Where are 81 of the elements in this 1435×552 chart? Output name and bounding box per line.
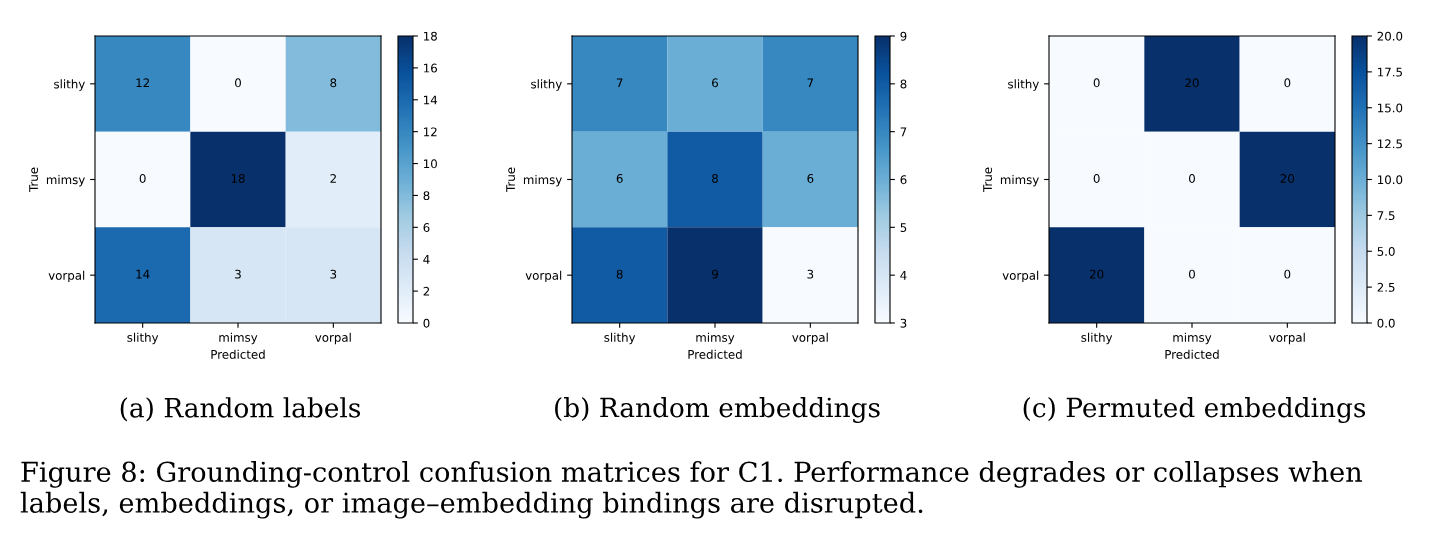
x-tick-label: mimsy [696, 332, 735, 345]
y-tick-label: vorpal [525, 270, 562, 283]
data-label: 9 [711, 269, 718, 279]
x-tick-label: slithy [604, 332, 636, 345]
color-bar-label: 7.5 [1377, 211, 1395, 221]
x-axis-title: Predicted [688, 349, 742, 359]
color-bar-label: 20.0 [1377, 31, 1403, 41]
color-bar-label: 0.0 [1377, 318, 1395, 328]
x-axis-title: Predicted [1165, 349, 1219, 359]
data-label: 6 [616, 174, 623, 183]
caption: Figure 8: Grounding-control confusion matrices for C1. Performance degrades or collapses when labels, embeddings, or image–embedding bindings are disrupted. [20, 461, 1362, 519]
y-tick-label: slithy [531, 79, 562, 91]
color-bar-label: 8 [423, 191, 430, 201]
data-label: 3 [807, 269, 814, 279]
data-label: 3 [330, 269, 337, 279]
y-tick-label: vorpal [1002, 270, 1039, 283]
color-bar-label: 10.0 [1378, 175, 1403, 185]
data-label: 0 [139, 174, 146, 183]
data-label: 6 [712, 78, 719, 88]
color-bar-label: 2.5 [1377, 282, 1395, 292]
color-bar-label: 4 [423, 255, 430, 264]
color-bar-label: 6 [900, 175, 907, 185]
color-bar-label: 5 [900, 223, 907, 232]
y-tick-label: vorpal [48, 270, 85, 283]
y-tick-label: mimsy [1000, 175, 1039, 187]
color-bar-label: 17.5 [1378, 67, 1402, 77]
text: (b) Random embeddings [555, 397, 880, 423]
color-bar-label: 14 [424, 95, 438, 105]
data-label: 2 [330, 174, 336, 183]
y-tick-label: mimsy [523, 175, 562, 187]
y-tick-label: slithy [1008, 79, 1039, 91]
data-label: 8 [712, 174, 718, 183]
color-bar-label: 12.5 [1378, 139, 1402, 149]
y-axis-title: True [29, 167, 39, 193]
data-label: 7 [616, 78, 623, 88]
x-tick-label: vorpal [792, 332, 828, 345]
color-bar-label: 5.0 [1377, 246, 1395, 256]
data-label: 0 [235, 78, 241, 88]
y-tick-label: mimsy [46, 175, 85, 187]
data-label: 8 [330, 78, 337, 88]
color-bar-label: 3 [900, 318, 907, 328]
data-label: 8 [616, 269, 623, 279]
data-label: 18 [231, 174, 245, 183]
data-label: 7 [807, 78, 814, 88]
y-axis-title: True [506, 167, 516, 193]
y-tick-label: slithy [54, 79, 85, 91]
data-label: 0 [1189, 174, 1195, 183]
color-bar-label: 0 [423, 318, 430, 328]
data-label: 20 [1280, 174, 1295, 183]
x-tick-label: mimsy [219, 332, 258, 345]
data-label: 6 [807, 174, 814, 183]
x-tick-label: slithy [1081, 332, 1113, 345]
data-label: 3 [235, 269, 241, 279]
color-bar-label: 15.0 [1378, 103, 1403, 113]
color-bar-label: 9 [900, 31, 907, 41]
text: (c) Permuted embeddings [1023, 397, 1366, 423]
x-tick-label: slithy [127, 332, 159, 345]
color-bar-label: 8 [900, 79, 907, 89]
x-axis-title: Predicted [211, 349, 265, 359]
x-tick-label: vorpal [1269, 332, 1305, 345]
data-label: 0 [1284, 269, 1291, 279]
data-label: 0 [1093, 174, 1100, 183]
data-label: 0 [1093, 78, 1100, 88]
data-label: 0 [1189, 269, 1195, 279]
text: (a) Random labels [120, 397, 361, 422]
color-bar-label: 12 [424, 127, 437, 137]
color-bar-label: 16 [424, 63, 437, 73]
data-label: 0 [1284, 78, 1291, 88]
x-tick-label: vorpal [315, 332, 351, 345]
color-bar-label: 4 [900, 271, 907, 280]
y-axis-title: True [983, 167, 993, 193]
x-tick-label: mimsy [1173, 332, 1212, 345]
color-bar-label: 6 [423, 223, 430, 232]
data-label: 20 [1185, 78, 1199, 88]
color-bar-label: 7 [900, 127, 907, 137]
color-bar-label: 10 [424, 159, 437, 169]
color-bar-label: 18 [424, 31, 437, 41]
data-label: 12 [136, 78, 149, 88]
color-bar-label: 2 [423, 286, 430, 296]
data-label: 14 [136, 269, 150, 279]
data-label: 20 [1090, 269, 1104, 279]
